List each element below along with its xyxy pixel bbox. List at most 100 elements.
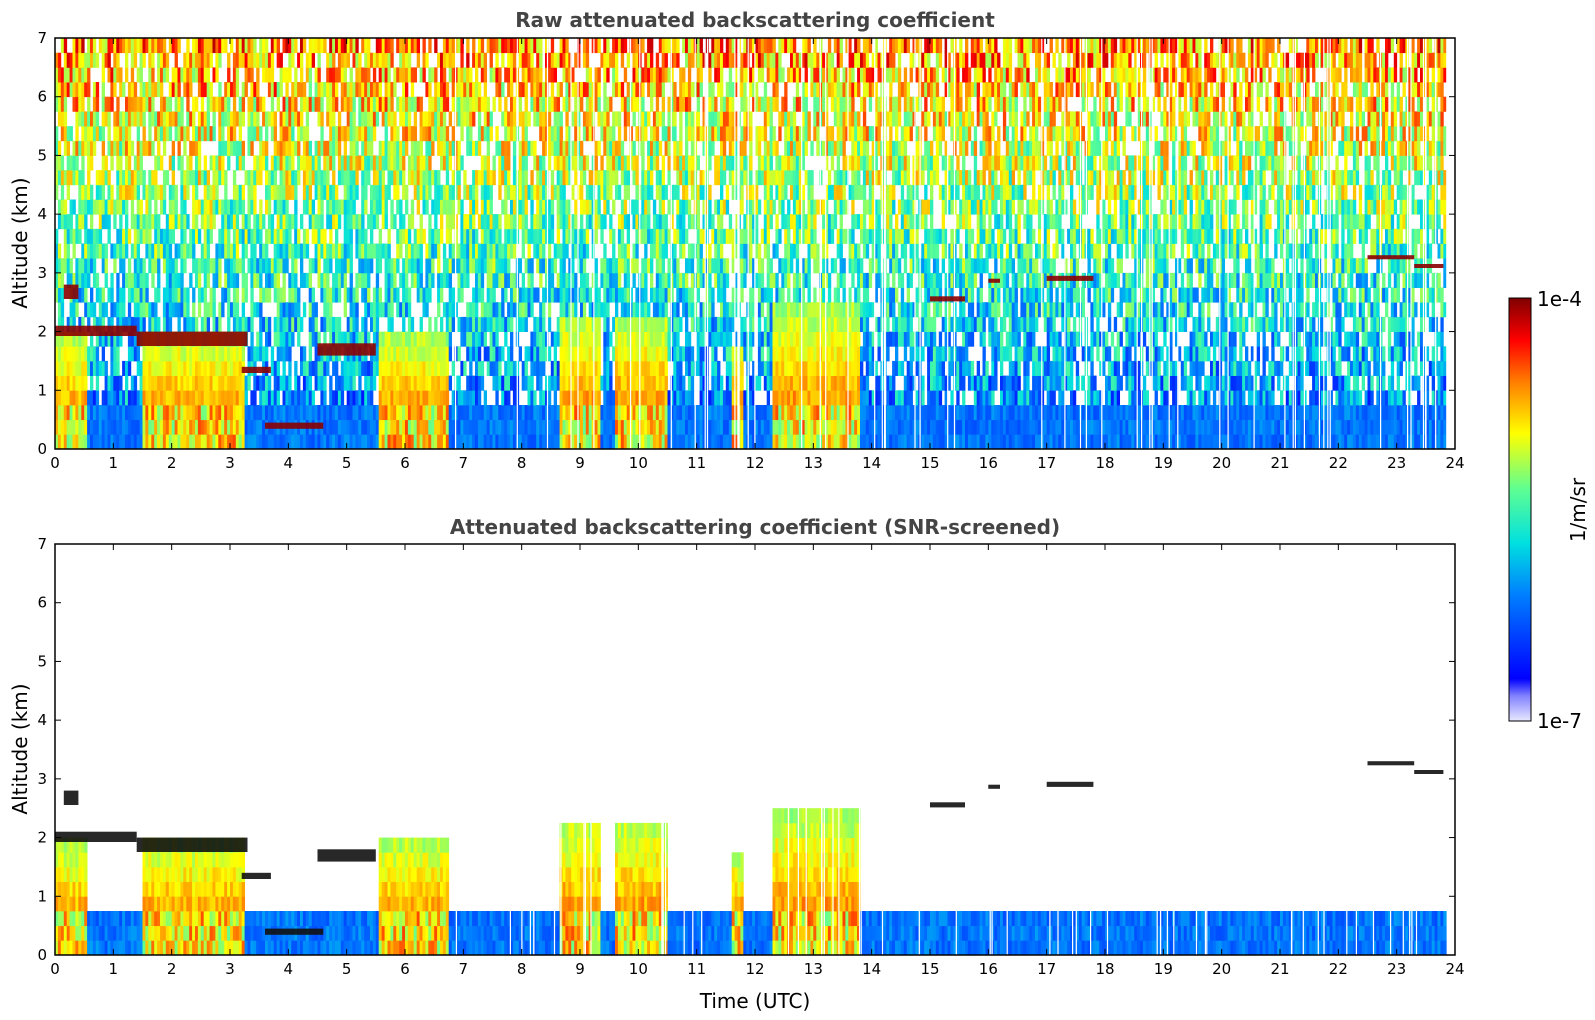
heatmap-cell — [270, 67, 275, 83]
heatmap-cell — [174, 199, 178, 215]
heatmap-cell — [542, 228, 546, 244]
heatmap-cell — [641, 316, 645, 332]
heatmap-cell — [658, 272, 663, 288]
heatmap-cell — [451, 52, 456, 68]
heatmap-cell — [504, 331, 508, 347]
heatmap-cell — [323, 170, 327, 186]
heatmap-cell — [326, 243, 330, 259]
heatmap-cell — [609, 434, 613, 449]
heatmap-cell — [343, 67, 348, 83]
heatmap-cell — [652, 360, 657, 376]
heatmap-cell — [542, 126, 546, 142]
heatmap-cell — [273, 258, 278, 274]
heatmap-cell — [206, 184, 211, 200]
heatmap-cell — [142, 170, 146, 186]
heatmap-cell — [186, 52, 190, 68]
heatmap-cell — [317, 199, 321, 215]
heatmap-cell — [582, 38, 587, 54]
heatmap-cell — [416, 375, 421, 391]
heatmap-cell — [195, 155, 199, 171]
heatmap-cell — [311, 287, 316, 303]
heatmap-cell — [512, 38, 517, 54]
heatmap-cell — [92, 199, 97, 215]
heatmap-cell — [302, 360, 307, 376]
heatmap-cell — [200, 214, 205, 230]
heatmap-cell — [81, 419, 85, 435]
heatmap-cell — [399, 302, 403, 318]
heatmap-cell — [664, 405, 668, 421]
heatmap-cell — [641, 419, 645, 435]
heatmap-cell — [687, 214, 692, 230]
heatmap-cell — [652, 331, 657, 347]
heatmap-cell — [375, 170, 380, 186]
heatmap-cell — [521, 243, 526, 259]
heatmap-cell — [606, 140, 610, 156]
heatmap-cell — [580, 331, 584, 347]
heatmap-cell — [676, 155, 680, 171]
heatmap-cell — [603, 316, 607, 332]
heatmap-cell — [568, 228, 572, 244]
heatmap-cell — [57, 140, 62, 156]
heatmap-cell — [685, 302, 689, 318]
heatmap-cell — [300, 405, 304, 421]
heatmap-cell — [75, 405, 79, 421]
heatmap-cell — [294, 390, 298, 406]
panel-raw-title: Raw attenuated backscattering coefficien… — [515, 8, 995, 32]
heatmap-cell — [472, 170, 476, 186]
heatmap-cell — [407, 52, 412, 68]
heatmap-cell — [533, 316, 537, 332]
heatmap-cell — [87, 155, 91, 171]
heatmap-cell — [308, 184, 313, 200]
heatmap-cell — [291, 390, 295, 406]
heatmap-cell — [244, 316, 248, 332]
heatmap-cell — [530, 170, 534, 186]
heatmap-cell — [384, 390, 388, 406]
heatmap-cell — [279, 170, 283, 186]
heatmap-cell — [139, 199, 143, 215]
heatmap-cell — [644, 331, 648, 347]
heatmap-cell — [405, 38, 409, 54]
heatmap-cell — [162, 302, 167, 318]
heatmap-cell — [195, 390, 199, 406]
heatmap-cell — [320, 434, 324, 449]
heatmap-cell — [381, 360, 386, 376]
heatmap-cell — [206, 214, 211, 230]
heatmap-cell — [428, 346, 432, 362]
heatmap-cell — [113, 214, 117, 230]
heatmap-cell — [387, 96, 391, 112]
heatmap-cell — [279, 214, 283, 230]
heatmap-cell — [247, 67, 251, 83]
heatmap-cell — [574, 82, 578, 98]
heatmap-cell — [337, 243, 342, 259]
heatmap-cell — [81, 214, 85, 230]
heatmap-cell — [641, 346, 645, 362]
heatmap-cell — [232, 199, 237, 215]
heatmap-cell — [685, 184, 689, 200]
heatmap-cell — [276, 155, 281, 171]
heatmap-cell — [57, 390, 62, 406]
heatmap-cell — [571, 302, 575, 318]
heatmap-cell — [553, 52, 558, 68]
heatmap-cell — [203, 214, 208, 230]
heatmap-cell — [157, 140, 161, 156]
heatmap-cell — [314, 258, 318, 274]
heatmap-cell — [647, 214, 651, 230]
heatmap-cell — [218, 302, 222, 318]
heatmap-cell — [574, 155, 578, 171]
heatmap-cell — [559, 199, 563, 215]
heatmap-cell — [75, 302, 79, 318]
heatmap-cell — [244, 405, 248, 421]
heatmap-cell — [238, 346, 243, 362]
heatmap-cell — [650, 52, 654, 68]
heatmap-cell — [308, 214, 313, 230]
heatmap-cell — [119, 67, 123, 83]
heatmap-cell — [615, 302, 619, 318]
heatmap-cell — [594, 228, 598, 244]
heatmap-cell — [340, 390, 345, 406]
heatmap-cell — [250, 67, 254, 83]
heatmap-cell — [670, 96, 674, 112]
heatmap-cell — [670, 419, 674, 435]
heatmap-cell — [405, 375, 409, 391]
heatmap-cell — [469, 302, 473, 318]
heatmap-cell — [498, 243, 502, 259]
